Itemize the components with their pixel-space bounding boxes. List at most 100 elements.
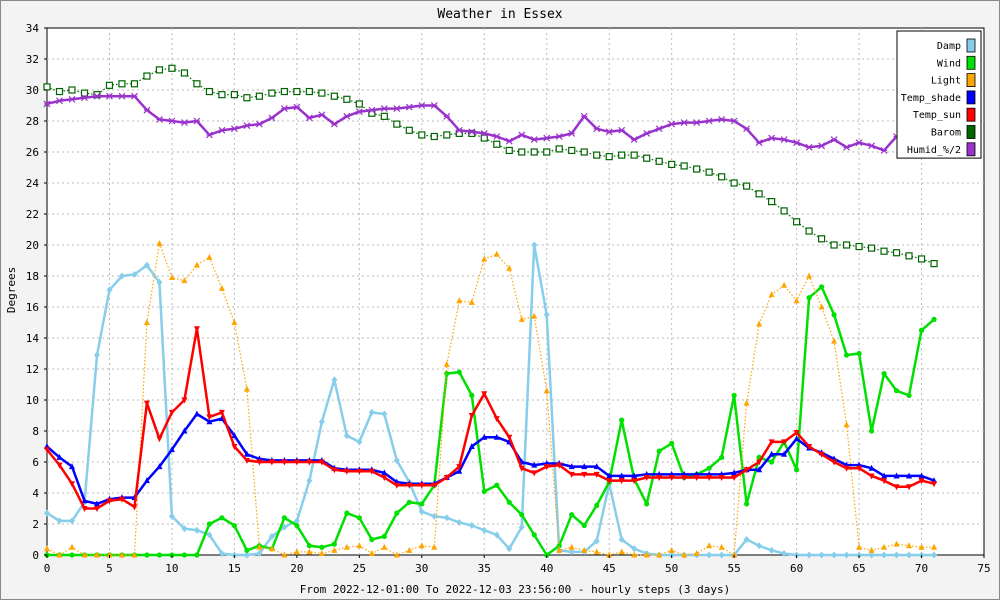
data-point <box>818 142 826 150</box>
legend-swatch <box>966 38 976 53</box>
data-point <box>343 95 351 103</box>
data-point <box>105 81 114 89</box>
data-point <box>405 126 413 134</box>
data-point <box>93 506 100 512</box>
x-tick-label: 10 <box>165 562 178 575</box>
data-point <box>318 549 325 556</box>
data-point <box>206 253 213 260</box>
data-point <box>456 464 463 471</box>
data-point <box>243 385 250 392</box>
data-point <box>631 472 638 479</box>
data-point <box>756 542 763 550</box>
series-humid-2 <box>43 92 938 154</box>
data-point <box>468 443 475 449</box>
data-point <box>81 497 88 504</box>
data-point <box>455 126 463 134</box>
data-point <box>880 147 888 154</box>
data-point <box>118 496 125 503</box>
data-point <box>543 464 550 471</box>
data-point <box>143 477 150 484</box>
data-point <box>618 478 625 485</box>
data-point <box>543 311 550 319</box>
data-point <box>306 459 313 466</box>
data-point <box>56 551 63 558</box>
legend-label: Barom <box>931 128 961 139</box>
data-point <box>230 125 238 133</box>
data-point <box>555 145 563 153</box>
data-point <box>244 547 250 553</box>
data-point <box>418 102 426 109</box>
data-point <box>669 440 675 446</box>
data-point <box>618 126 626 134</box>
x-tick-label: 35 <box>478 562 491 575</box>
data-point <box>168 64 176 72</box>
data-point <box>643 129 651 137</box>
data-point <box>181 552 188 558</box>
data-point <box>630 136 638 144</box>
data-point <box>580 112 588 120</box>
data-point <box>644 501 650 507</box>
data-point <box>218 549 225 557</box>
data-point <box>831 337 838 344</box>
data-point <box>356 542 363 549</box>
data-point <box>193 326 200 333</box>
data-point <box>906 551 913 559</box>
data-point <box>68 463 75 470</box>
y-tick-label: 6 <box>32 456 39 469</box>
data-point <box>556 546 563 553</box>
y-tick-label: 2 <box>32 518 39 531</box>
data-point <box>218 284 225 291</box>
data-point <box>918 543 925 550</box>
data-point <box>319 544 325 550</box>
data-point <box>518 131 526 139</box>
data-point <box>881 551 888 559</box>
data-point <box>743 467 750 474</box>
data-point <box>281 515 287 521</box>
x-tick-label: 70 <box>915 562 928 575</box>
data-point <box>318 111 326 119</box>
data-point <box>180 69 189 77</box>
data-point <box>43 83 51 91</box>
data-point <box>118 80 126 88</box>
data-point <box>805 143 813 151</box>
data-point <box>792 218 801 226</box>
data-point <box>343 468 350 475</box>
data-point <box>106 286 113 294</box>
data-point <box>493 433 500 440</box>
legend-label: Temp_sun <box>913 110 961 121</box>
data-point <box>518 465 525 472</box>
y-tick-label: 0 <box>32 549 39 562</box>
data-point <box>594 502 600 508</box>
data-point <box>856 350 862 357</box>
data-point <box>406 546 413 553</box>
data-point <box>381 533 387 540</box>
data-point <box>868 428 875 434</box>
data-point <box>505 146 513 155</box>
data-point <box>917 255 926 263</box>
data-point <box>493 133 501 140</box>
data-point <box>543 134 551 142</box>
data-point <box>506 499 512 505</box>
data-point <box>881 478 888 485</box>
data-point <box>755 139 763 147</box>
data-point <box>531 312 538 319</box>
y-tick-label: 16 <box>26 301 39 314</box>
data-point <box>768 198 776 206</box>
legend-item: Barom <box>931 125 976 139</box>
data-point <box>493 531 500 539</box>
series-barom <box>43 64 938 268</box>
data-point <box>381 475 388 481</box>
data-point <box>531 241 538 249</box>
data-point <box>581 471 588 478</box>
data-point <box>381 410 388 418</box>
legend-item: Humid_%/2 <box>907 142 976 157</box>
y-tick-label: 14 <box>26 332 40 345</box>
data-point <box>280 87 288 96</box>
data-point <box>568 548 575 556</box>
data-point <box>444 371 450 377</box>
data-point <box>906 542 913 549</box>
data-point <box>918 478 925 485</box>
legend-item: Wind <box>937 55 976 70</box>
data-point <box>318 459 325 466</box>
data-point <box>343 112 351 120</box>
